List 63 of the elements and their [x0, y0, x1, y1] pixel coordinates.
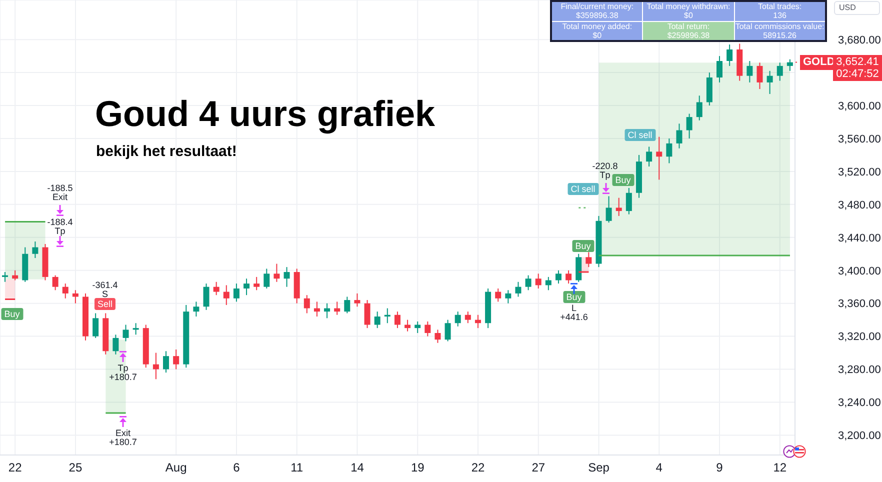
- y-tick-label: 3,560.00: [838, 133, 881, 146]
- annotation: +180.7: [109, 437, 137, 447]
- y-tick-label: 3,240.00: [838, 397, 881, 410]
- annotation: +180.7: [109, 372, 137, 382]
- x-tick-label: 4: [656, 460, 663, 475]
- annotation: -361.4: [92, 280, 118, 290]
- y-tick-label: 3,200.00: [838, 430, 881, 442]
- y-tick-label: 3,680.00: [838, 34, 881, 46]
- annotation: Cl sell: [568, 183, 598, 195]
- x-tick-label: 25: [68, 460, 82, 475]
- annotation: Buy: [572, 240, 594, 252]
- y-tick-label: 3,480.00: [838, 199, 881, 212]
- annotation: Tp: [118, 363, 128, 373]
- annotation: $0: [683, 11, 694, 20]
- annotation: $259896.38: [666, 30, 711, 40]
- annotation: Cl sell: [624, 129, 656, 141]
- annotation: 136: [772, 11, 788, 20]
- annotation: Buy: [612, 174, 634, 186]
- annotation: Total money withdrawn:: [646, 2, 732, 12]
- x-tick-label: Aug: [165, 460, 187, 475]
- annotation: Final/current money:: [560, 2, 635, 12]
- annotation: Total commissions value:: [734, 22, 825, 31]
- ref-line-label: 3,652.41: [835, 56, 880, 68]
- y-axis-title: USD: [834, 1, 880, 15]
- annotation: Total money added:: [561, 22, 634, 31]
- annotation: $359896.38: [575, 11, 620, 20]
- annotation: Exit: [52, 192, 68, 202]
- text: Goud 4 uurs grafiek: [95, 93, 436, 135]
- annotation: Total return:: [666, 22, 711, 31]
- x-tick-label: 19: [410, 460, 425, 475]
- y-tick-label: 3,320.00: [838, 331, 881, 344]
- annotation: Buy: [1, 308, 23, 320]
- annotation: Tp: [600, 170, 610, 180]
- x-tick-label: 12: [773, 460, 787, 475]
- annotation: Buy: [563, 291, 585, 303]
- annotation: L: [571, 303, 577, 313]
- annotation: 58915.26: [762, 30, 798, 40]
- annotation: -220.8: [592, 161, 618, 171]
- x-tick-label: 27: [532, 460, 546, 475]
- annotation: Tp: [54, 226, 66, 236]
- x-tick-label: 9: [716, 460, 724, 475]
- annotation: S: [102, 289, 108, 299]
- annotation: Sell: [94, 298, 116, 310]
- y-tick-label: 3,280.00: [838, 364, 881, 376]
- x-tick-label: Sep: [588, 460, 610, 475]
- annotation: Exit: [115, 428, 131, 438]
- x-tick-label: 22: [8, 460, 22, 475]
- text: bekijk het resultaat!: [96, 143, 237, 160]
- y-tick-label: 3,600.00: [838, 100, 881, 112]
- annotation: Total trades:: [757, 2, 803, 12]
- x-tick-label: 6: [233, 460, 240, 475]
- annotation: -188.4: [47, 217, 73, 227]
- x-tick-label: 22: [471, 460, 485, 475]
- x-tick-label: 11: [290, 460, 304, 475]
- x-tick-label: 14: [350, 460, 364, 475]
- annotation: -188.5: [47, 183, 73, 193]
- text: 02:47:52: [835, 68, 880, 80]
- y-tick-label: 3,520.00: [838, 166, 881, 178]
- annotation: $0: [592, 30, 602, 40]
- y-tick-label: 3,400.00: [838, 265, 881, 278]
- annotation: +441.6: [560, 312, 588, 322]
- y-tick-label: 3,360.00: [838, 298, 881, 310]
- y-tick-label: 3,440.00: [838, 232, 881, 244]
